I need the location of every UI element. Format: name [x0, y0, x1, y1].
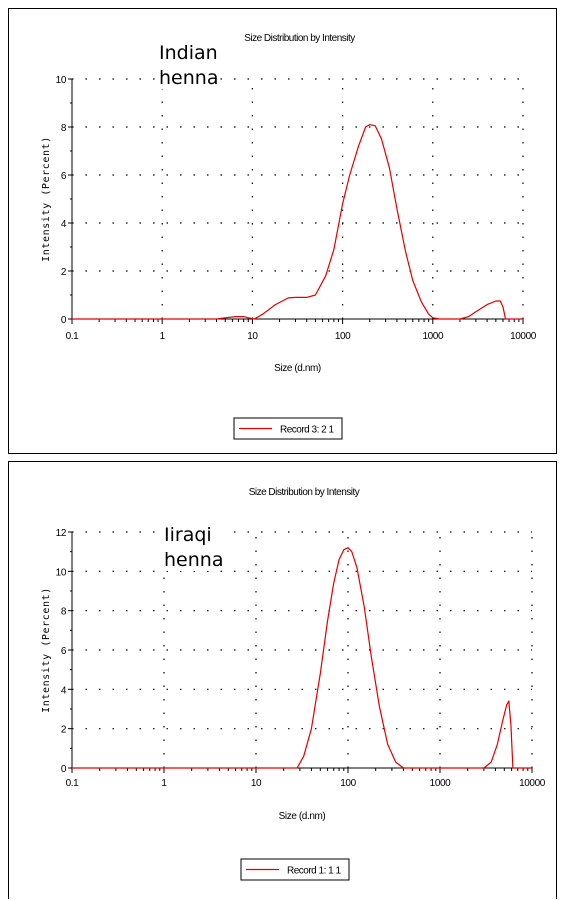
- y-tick-label: 6: [61, 646, 67, 657]
- x-tick-label: 10: [251, 778, 262, 789]
- y-tick-label: 10: [56, 75, 67, 86]
- x-tick-label: 1000: [430, 778, 451, 789]
- y-ticks: [68, 531, 72, 769]
- series-line: [72, 547, 532, 769]
- y-tick-label: 8: [61, 123, 67, 134]
- x-tick-label: 1000: [422, 331, 443, 342]
- annotation-text: Iiraqi: [164, 524, 212, 546]
- annotation-bg: [162, 548, 220, 571]
- y-tick-label: 6: [61, 171, 67, 182]
- y-ticks: [68, 78, 72, 320]
- x-tick-label: 100: [335, 331, 351, 342]
- x-tick-label: 0.1: [66, 778, 80, 789]
- y-tick-label: 4: [61, 685, 67, 696]
- x-ticks: [71, 319, 524, 324]
- annotation-bg: [157, 41, 226, 64]
- legend: Record 3: 2 1: [233, 417, 343, 440]
- series-line: [72, 123, 523, 320]
- legend-box: [240, 858, 350, 881]
- y-tick-label: 0: [61, 315, 67, 326]
- chart-panel-iraqi-henna: Size Distribution by Intensity 0.1 1 10 100 1…: [8, 461, 557, 899]
- sample-annotation: Iiraqi henna: [162, 523, 231, 571]
- x-ticks: [71, 768, 533, 773]
- legend: Record 1: 1 1: [240, 858, 350, 881]
- annotation-text: Indian: [159, 42, 218, 64]
- y-tick-label: 8: [61, 607, 67, 618]
- sample-annotation: Indian henna: [157, 41, 226, 89]
- y-axis-label: Intensity (Percent): [41, 587, 52, 713]
- y-tick-label: 4: [61, 219, 67, 230]
- x-tick-label: 10000: [510, 331, 537, 342]
- x-tick-label: 1: [161, 778, 167, 789]
- x-axis-label: Size (d.nm): [274, 363, 321, 374]
- x-tick-label: 100: [340, 778, 356, 789]
- y-tick-label: 10: [56, 567, 67, 578]
- annotation-bg: [157, 66, 215, 89]
- annotation-bg: [162, 523, 231, 546]
- x-axis-label: Size (d.nm): [279, 811, 326, 822]
- x-tick-label: 1: [160, 331, 166, 342]
- y-tick-label: 0: [61, 764, 67, 775]
- y-tick-label: 12: [56, 528, 67, 539]
- y-axis-label: Intensity (Percent): [41, 136, 52, 262]
- x-tick-label: 0.1: [66, 331, 80, 342]
- grid-lines: [72, 78, 524, 319]
- chart-title: Size Distribution by Intensity: [249, 487, 360, 498]
- chart-title: Size Distribution by Intensity: [244, 33, 355, 44]
- annotation-text: henna: [159, 67, 218, 89]
- legend-entry: Record 1: 1 1: [287, 866, 341, 877]
- y-tick-label: 2: [61, 725, 67, 736]
- annotation-text: henna: [164, 549, 223, 571]
- legend-entry: Record 3: 2 1: [280, 425, 334, 436]
- x-tick-label: 10000: [519, 778, 546, 789]
- grid-lines: [72, 531, 533, 768]
- y-tick-label: 2: [61, 267, 67, 278]
- chart-panel-indian-henna: Size Distribution by Intensity 0.1 1 10 100 1…: [8, 8, 557, 454]
- x-tick-label: 10: [247, 331, 258, 342]
- legend-box: [233, 417, 343, 440]
